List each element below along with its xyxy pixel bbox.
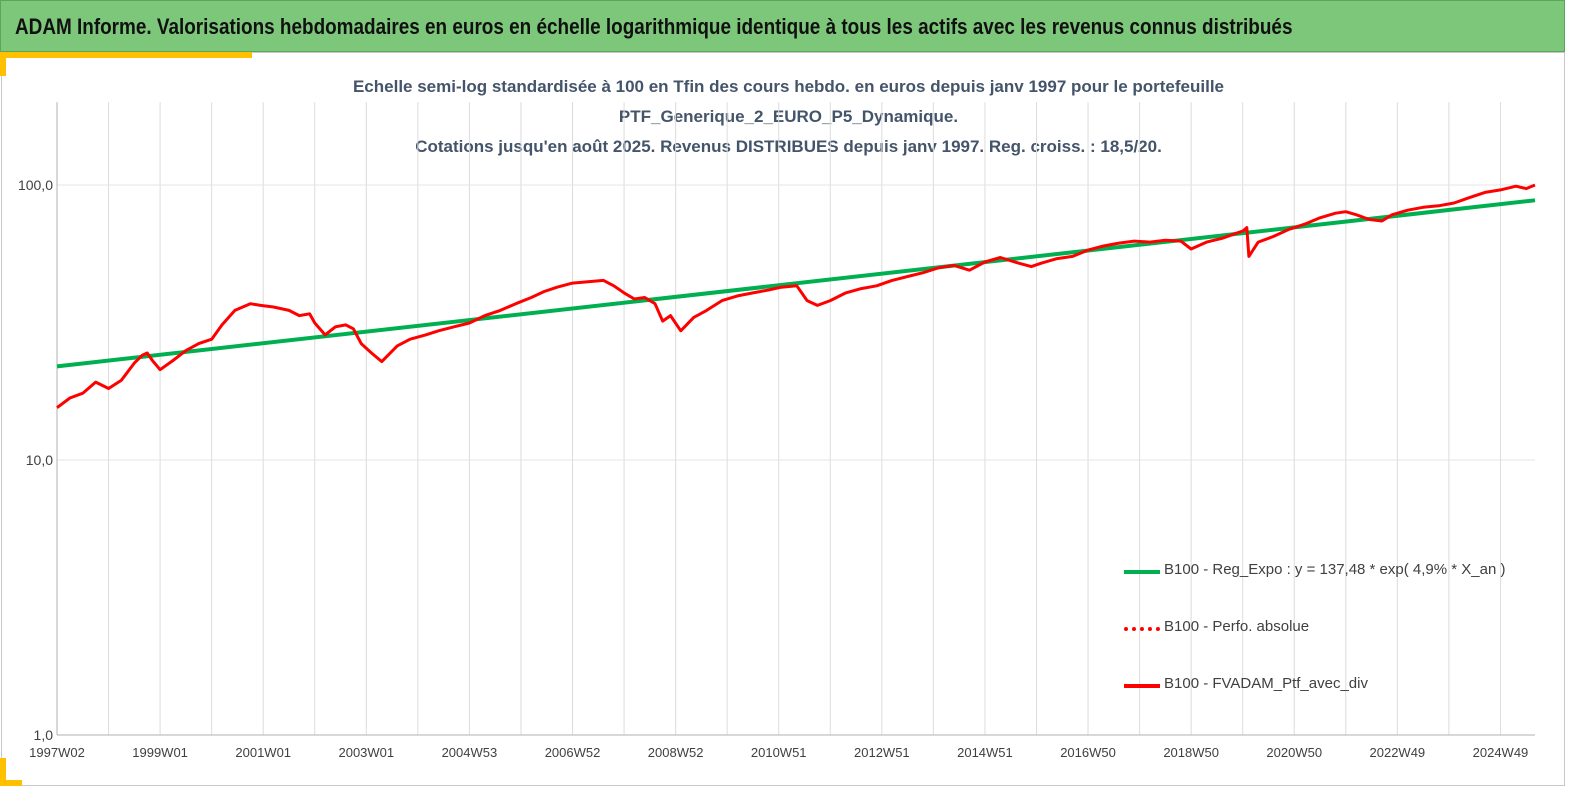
y-tick-label: 1,0 bbox=[34, 727, 54, 743]
chart-frame bbox=[1, 52, 1565, 786]
y-tick-label: 100,0 bbox=[18, 177, 53, 193]
chart-title-line-2: PTF_Generique_2_EURO_P5_Dynamique. bbox=[618, 107, 959, 126]
legend-label-perfo-absolue: B100 - Perfo. absolue bbox=[1164, 618, 1310, 635]
accent-corner-top-vertical bbox=[0, 52, 6, 76]
header-banner: ADAM Informe. Valorisations hebdomadaire… bbox=[0, 0, 1565, 52]
x-tick-label: 2018W50 bbox=[1163, 745, 1219, 760]
x-tick-label: 2010W51 bbox=[751, 745, 807, 760]
accent-corner-top bbox=[0, 52, 252, 58]
x-tick-label: 2024W49 bbox=[1473, 745, 1529, 760]
chart-title-line-1: Echelle semi-log standardisée à 100 en T… bbox=[352, 77, 1225, 96]
series-line-fvadam bbox=[56, 183, 1536, 409]
x-tick-label: 2001W01 bbox=[235, 745, 291, 760]
x-tick-label: 2003W01 bbox=[338, 745, 394, 760]
banner-title: ADAM Informe. Valorisations hebdomadaire… bbox=[15, 14, 1293, 39]
x-tick-label: 2022W49 bbox=[1370, 745, 1426, 760]
legend-swatch-regression bbox=[1124, 570, 1160, 574]
x-tick-label: 2004W53 bbox=[442, 745, 498, 760]
legend-label-regression: B100 - Reg_Expo : y = 137,48 * exp( 4,9%… bbox=[1164, 561, 1506, 578]
series-line-regression bbox=[56, 198, 1536, 369]
x-tick-label: 2006W52 bbox=[545, 745, 601, 760]
legend-swatch-perfo-absolue bbox=[1124, 627, 1160, 631]
x-tick-label: 2008W52 bbox=[648, 745, 704, 760]
x-tick-label: 2014W51 bbox=[957, 745, 1013, 760]
legend-swatch-fvadam bbox=[1124, 684, 1160, 688]
x-tick-label: 1997W02 bbox=[29, 745, 85, 760]
x-tick-label: 2016W50 bbox=[1060, 745, 1116, 760]
legend-label-fvadam: B100 - FVADAM_Ptf_avec_div bbox=[1164, 675, 1368, 692]
x-tick-label: 1999W01 bbox=[132, 745, 188, 760]
x-tick-label: 2020W50 bbox=[1266, 745, 1322, 760]
accent-corner-bottom-horizontal bbox=[0, 780, 22, 786]
x-tick-label: 2012W51 bbox=[854, 745, 910, 760]
chart-title-line-3: Cotations jusqu'en août 2025. Revenus DI… bbox=[415, 137, 1162, 156]
y-tick-label: 10,0 bbox=[26, 452, 53, 468]
accent-corner-bottom bbox=[0, 758, 6, 786]
